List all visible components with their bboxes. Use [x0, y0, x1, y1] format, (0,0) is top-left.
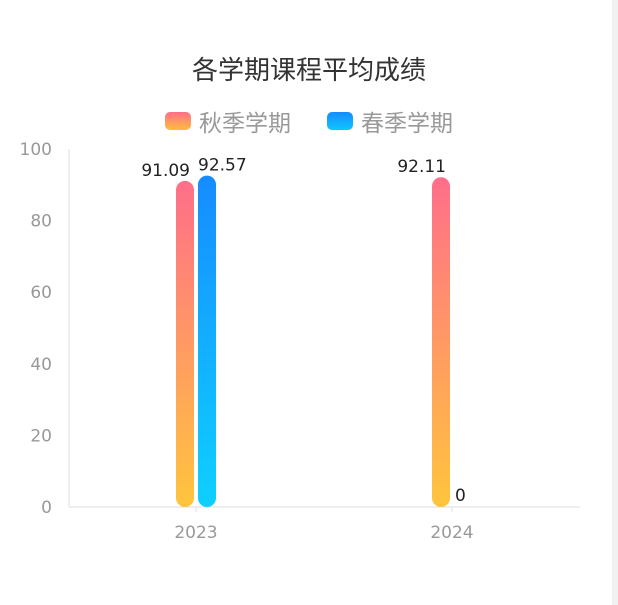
x-tick-label: 2024 — [430, 523, 473, 543]
chart-title: 各学期课程平均成绩 — [191, 56, 426, 86]
legend-item-spring[interactable]: 春季学期 — [327, 104, 453, 138]
legend-label-spring: 春季学期 — [361, 111, 453, 137]
legend-swatch-spring — [327, 112, 353, 130]
y-tick-label: 40 — [30, 355, 52, 375]
bar-spring — [198, 175, 216, 507]
x-tick-label: 2023 — [174, 523, 217, 543]
chart-legend: 秋季学期 春季学期 — [0, 104, 618, 138]
bar-autumn — [432, 177, 450, 507]
value-label: 92.57 — [198, 156, 247, 176]
value-label: 91.09 — [141, 161, 190, 181]
value-label: 92.11 — [397, 157, 446, 177]
bar-autumn — [176, 180, 194, 507]
value-label: 0 — [455, 486, 466, 506]
scrollbar-track — [612, 0, 618, 605]
y-tick-label: 0 — [41, 498, 52, 518]
legend-label-autumn: 秋季学期 — [199, 111, 291, 137]
y-tick-label: 100 — [20, 140, 52, 160]
y-tick-label: 20 — [30, 426, 52, 446]
legend-swatch-autumn — [165, 112, 191, 130]
legend-item-autumn[interactable]: 秋季学期 — [165, 104, 291, 138]
y-tick-label: 80 — [30, 212, 52, 232]
y-tick-label: 60 — [30, 283, 52, 303]
